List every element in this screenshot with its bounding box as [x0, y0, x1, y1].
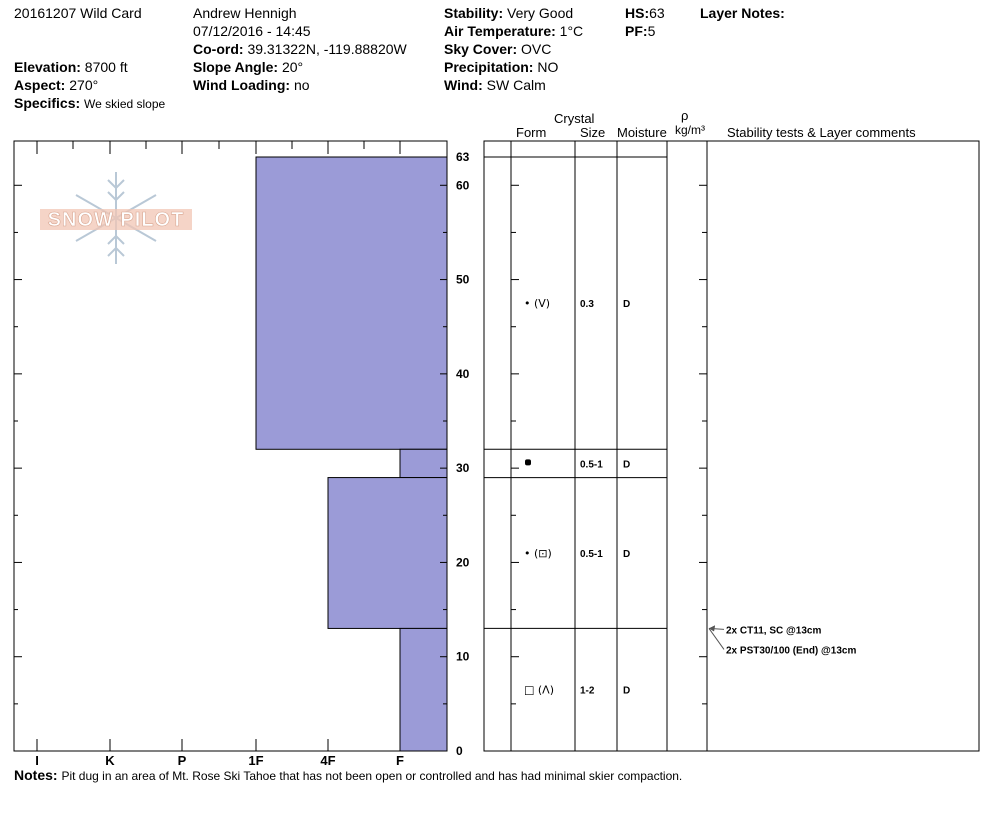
density-unit-header: kg/m³	[675, 123, 705, 137]
pf-value: 5	[647, 23, 656, 39]
wind: Wind: SW Calm	[444, 77, 546, 93]
stability-label: Stability:	[444, 5, 504, 21]
hs: HS:63	[625, 5, 665, 21]
elevation: Elevation: 8700 ft	[14, 59, 128, 75]
sky-label: Sky Cover:	[444, 41, 518, 57]
sky-cover: Sky Cover: OVC	[444, 41, 551, 57]
crystal-form-ice-icon-1	[525, 459, 531, 466]
wind-label: Wind:	[444, 77, 483, 93]
crystal-size-3: 1-2	[580, 686, 595, 697]
crystal-header: Crystal	[554, 111, 595, 126]
y-tick-label-0: 0	[456, 744, 463, 758]
elevation-value: 8700 ft	[84, 59, 128, 75]
specifics: Specifics: We skied slope	[14, 95, 165, 112]
slope-label: Slope Angle:	[193, 59, 279, 75]
wind-loading: Wind Loading: no	[193, 77, 310, 93]
stability-value: Very Good	[507, 5, 574, 21]
wind-loading-value: no	[293, 77, 310, 93]
moisture-1: D	[623, 459, 630, 470]
y-tick-label-30: 30	[456, 461, 470, 475]
x-tick-label-1F: 1F	[248, 753, 263, 768]
air-temp-label: Air Temperature:	[444, 23, 556, 39]
aspect-label: Aspect:	[14, 77, 66, 93]
crystal-form-2: • (⊡)	[524, 547, 552, 560]
pit-name: 20161207 Wild Card	[14, 5, 142, 21]
layer-notes-label: Layer Notes:	[700, 5, 785, 21]
moisture-2: D	[623, 549, 630, 560]
x-tick-label-F: F	[396, 753, 404, 768]
sky-value: OVC	[521, 41, 552, 57]
coord-value: 39.31322N, -119.88820W	[247, 41, 407, 57]
hardness-layer-2	[327, 477, 448, 629]
stability-header: Stability tests & Layer comments	[727, 125, 916, 140]
y-tick-label-60: 60	[456, 178, 470, 192]
air-temperature: Air Temperature: 1°C	[444, 23, 583, 39]
layer-notes: Layer Notes:	[700, 5, 785, 21]
x-tick-label-4F: 4F	[320, 753, 335, 768]
crystal-form-3: □ (Λ)	[524, 684, 554, 697]
pf: PF:5	[625, 23, 655, 39]
x-tick-label-P: P	[178, 753, 187, 768]
form-header: Form	[516, 125, 547, 140]
test-arrow-1	[709, 625, 715, 632]
precip-value: NO	[537, 59, 559, 75]
rho-header: ρ	[681, 108, 689, 123]
stability-test-0: 2x CT11, SC @13cm	[726, 625, 821, 636]
precipitation: Precipitation: NO	[444, 59, 558, 75]
slope-angle: Slope Angle: 20°	[193, 59, 303, 75]
aspect: Aspect: 270°	[14, 77, 98, 93]
moisture-3: D	[623, 686, 630, 697]
slope-value: 20°	[281, 59, 304, 75]
aspect-value: 270°	[69, 77, 99, 93]
test-pointer-1	[708, 628, 725, 650]
hardness-frame-border	[13, 140, 448, 752]
layer-table-border	[483, 140, 980, 752]
notes: Notes: Pit dug in an area of Mt. Rose Sk…	[14, 767, 682, 784]
y-tick-label-40: 40	[456, 367, 470, 381]
wind-loading-label: Wind Loading:	[193, 77, 291, 93]
precip-label: Precipitation:	[444, 59, 534, 75]
crystal-size-2: 0.5-1	[580, 549, 603, 560]
pf-label: PF:	[625, 23, 648, 39]
moisture-header: Moisture	[617, 125, 667, 140]
x-tick-label-I: I	[35, 753, 39, 768]
logo-text: SNOW PILOT	[48, 209, 185, 231]
snow-profile-chart: SNOW PILOT I K P 1F 4F F 0 10 20 30 40 50 60 63 • (V)…	[13, 140, 980, 768]
hs-value: 63	[649, 5, 665, 21]
moisture-0: D	[623, 299, 630, 310]
hardness-layer-1	[399, 448, 448, 479]
elevation-label: Elevation:	[14, 59, 81, 75]
crystal-form-0: • (V)	[524, 297, 550, 310]
y-tick-label-10: 10	[456, 650, 470, 664]
y-tick-label-top: 63	[456, 150, 470, 164]
coordinates: Co-ord: 39.31322N, -119.88820W	[193, 41, 407, 57]
stability-test-1: 2x PST30/100 (End) @13cm	[726, 645, 856, 656]
y-tick-label-50: 50	[456, 273, 470, 287]
hardness-layer-3	[399, 627, 448, 752]
crystal-size-1: 0.5-1	[580, 459, 603, 470]
wind-value: SW Calm	[486, 77, 546, 93]
logo-band	[40, 209, 192, 230]
air-temp-value: 1°C	[559, 23, 584, 39]
coord-label: Co-ord:	[193, 41, 244, 57]
stability: Stability: Very Good	[444, 5, 573, 21]
notes-label: Notes:	[14, 767, 58, 783]
observer-name: Andrew Hennigh	[193, 5, 297, 21]
crystal-size-0: 0.3	[580, 299, 594, 310]
specifics-value: We skied slope	[84, 97, 166, 111]
notes-value: Pit dug in an area of Mt. Rose Ski Tahoe…	[61, 769, 683, 783]
observation-datetime: 07/12/2016 - 14:45	[193, 23, 311, 39]
size-header: Size	[580, 125, 606, 140]
y-tick-label-20: 20	[456, 555, 470, 569]
specifics-label: Specifics:	[14, 95, 81, 111]
x-tick-label-K: K	[105, 753, 115, 768]
hardness-layer-0	[255, 156, 448, 450]
hs-label: HS:	[625, 5, 650, 21]
